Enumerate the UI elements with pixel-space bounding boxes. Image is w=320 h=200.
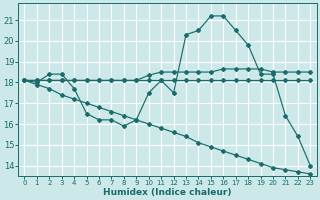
X-axis label: Humidex (Indice chaleur): Humidex (Indice chaleur) [103,188,232,197]
